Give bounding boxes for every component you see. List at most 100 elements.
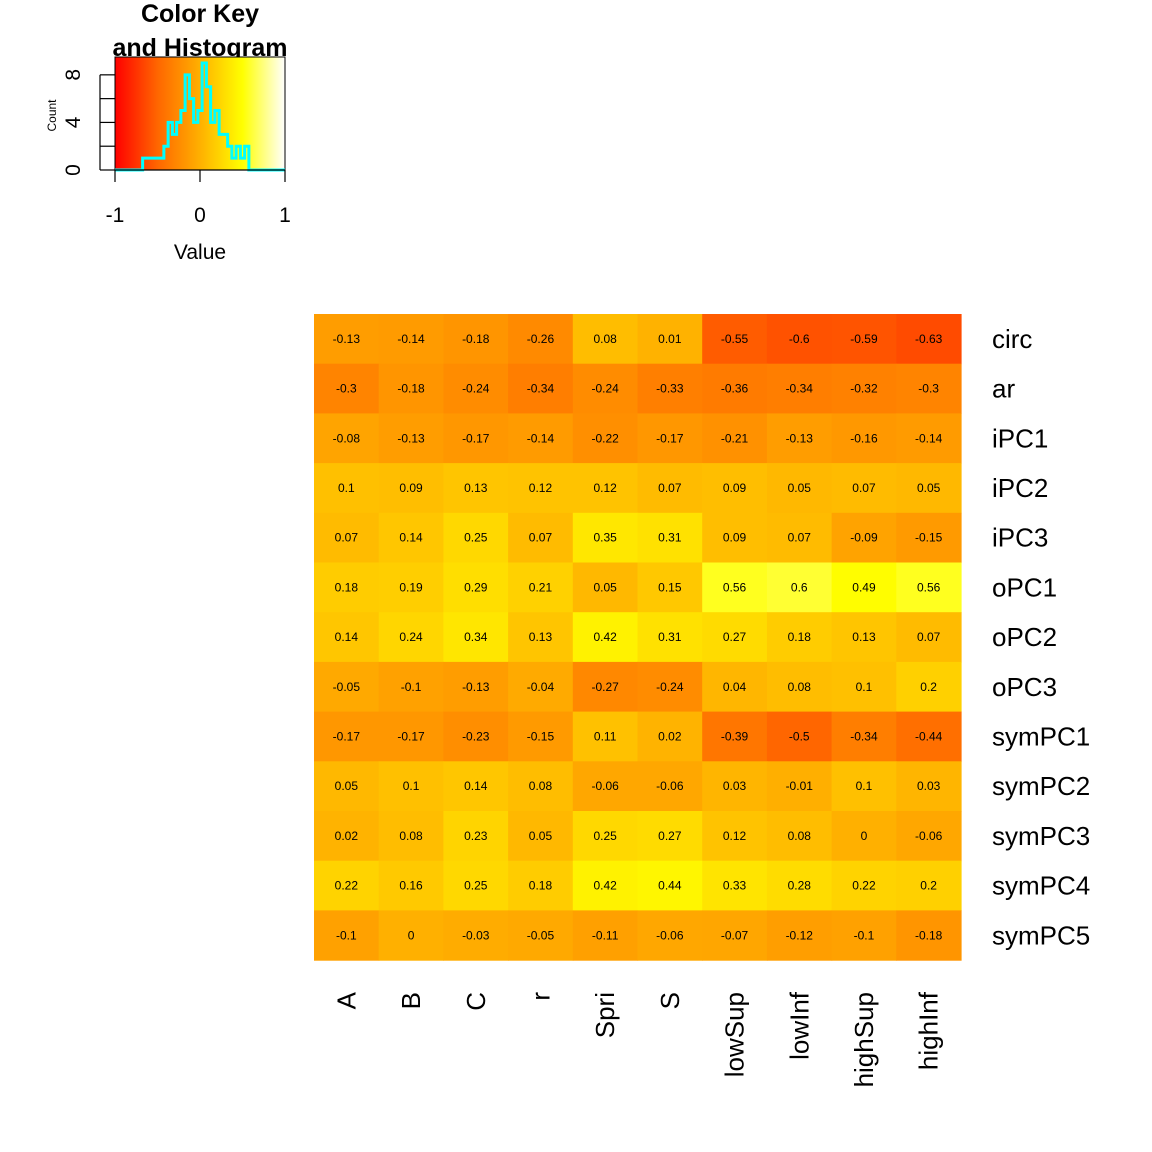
column-label-A: A <box>331 991 361 1009</box>
cell-symPC5-highSup <box>831 910 897 961</box>
cell-oPC2-C <box>443 612 509 663</box>
cell-iPC1-A <box>314 413 380 464</box>
cell-value-label: 0.18 <box>788 630 812 644</box>
cell-oPC2-highInf <box>896 612 962 663</box>
cell-circ-r <box>508 314 574 365</box>
cell-symPC2-S <box>637 761 703 812</box>
cell-value-label: 0.05 <box>529 829 553 843</box>
cell-oPC3-r <box>508 661 574 713</box>
cell-value-label: -0.06 <box>591 779 619 793</box>
cell-iPC1-lowSup <box>702 413 768 464</box>
color-key-x-tick-label: -1 <box>106 204 125 227</box>
cell-oPC3-lowInf <box>766 661 833 713</box>
cell-iPC2-lowInf <box>766 463 833 514</box>
cell-symPC3-Spri <box>572 811 639 862</box>
cell-value-label: -0.55 <box>721 332 749 346</box>
cell-iPC3-lowInf <box>766 512 833 564</box>
row-label-iPC2: iPC2 <box>992 473 1048 503</box>
row-label-oPC3: oPC3 <box>992 672 1057 702</box>
cell-value-label: 0.14 <box>335 630 359 644</box>
color-key-histogram-line <box>115 61 285 172</box>
cell-value-label: 0.05 <box>335 779 359 793</box>
cell-symPC3-B <box>378 811 444 862</box>
row-label-oPC1: oPC1 <box>992 572 1057 602</box>
cell-value-label: -0.27 <box>591 680 619 694</box>
cell-value-label: -0.03 <box>462 928 490 942</box>
cell-value-label: -0.32 <box>850 382 878 396</box>
cell-value-label: 0.03 <box>917 779 941 793</box>
cell-value-label: 0.08 <box>399 829 423 843</box>
cell-value-label: -0.06 <box>915 829 943 843</box>
cell-value-label: -0.34 <box>850 729 878 743</box>
cell-iPC2-B <box>378 463 444 514</box>
cell-value-label: 0.02 <box>335 829 359 843</box>
cell-value-label: -0.06 <box>656 928 684 942</box>
cell-ar-lowInf <box>766 363 833 414</box>
cell-circ-A <box>314 314 380 365</box>
cell-iPC3-highSup <box>831 512 897 564</box>
cell-oPC1-highSup <box>831 562 897 613</box>
cell-symPC5-lowInf <box>766 910 833 961</box>
cell-value-label: -0.08 <box>333 431 361 445</box>
cell-symPC2-lowInf <box>766 761 833 812</box>
row-label-symPC4: symPC4 <box>992 871 1090 901</box>
cell-iPC2-C <box>443 463 509 514</box>
cell-iPC1-highInf <box>896 413 962 464</box>
cell-symPC2-lowSup <box>702 761 768 812</box>
cell-oPC3-highInf <box>896 661 962 713</box>
cell-ar-highInf <box>896 363 962 414</box>
cell-value-label: 0.05 <box>917 481 941 495</box>
cell-iPC3-lowSup <box>702 512 768 564</box>
cell-oPC3-A <box>314 661 380 713</box>
cell-iPC1-C <box>443 413 509 464</box>
cell-symPC1-lowSup <box>702 711 768 762</box>
cell-value-label: 0.15 <box>658 580 682 594</box>
cell-oPC2-Spri <box>572 612 639 663</box>
cell-symPC2-B <box>378 761 444 812</box>
cell-value-label: 0.07 <box>529 531 553 545</box>
cell-value-label: -0.1 <box>336 928 357 942</box>
cell-iPC3-C <box>443 512 509 564</box>
cell-value-label: -0.05 <box>333 680 361 694</box>
cell-iPC2-Spri <box>572 463 639 514</box>
cell-symPC2-Spri <box>572 761 639 812</box>
cell-value-label: -0.17 <box>462 431 490 445</box>
cell-value-label: 0.13 <box>464 481 488 495</box>
cell-value-label: -0.24 <box>462 382 490 396</box>
cell-value-label: 0.29 <box>464 580 488 594</box>
cell-value-label: 0.6 <box>791 580 808 594</box>
cell-symPC5-S <box>637 910 703 961</box>
cell-symPC1-highSup <box>831 711 897 762</box>
cell-value-label: -0.34 <box>786 382 814 396</box>
cell-value-label: -0.63 <box>915 332 943 346</box>
cell-value-label: -0.17 <box>397 729 425 743</box>
cell-ar-C <box>443 363 509 414</box>
cell-oPC2-S <box>637 612 703 663</box>
cell-symPC4-S <box>637 860 703 911</box>
cell-value-label: 0.33 <box>723 879 747 893</box>
cell-symPC3-C <box>443 811 509 862</box>
cell-symPC4-B <box>378 860 444 911</box>
cell-value-label: 0.01 <box>658 332 682 346</box>
cell-symPC1-A <box>314 711 380 762</box>
cell-value-label: 0.16 <box>399 879 423 893</box>
cell-value-label: -0.13 <box>786 431 814 445</box>
cell-value-label: -0.17 <box>333 729 361 743</box>
cell-value-label: 0.27 <box>723 630 747 644</box>
cell-symPC5-lowSup <box>702 910 768 961</box>
cell-value-label: -0.11 <box>592 928 619 942</box>
cell-value-label: -0.33 <box>656 382 684 396</box>
cell-value-label: -0.18 <box>915 928 943 942</box>
column-label-B: B <box>396 992 426 1009</box>
cell-symPC3-r <box>508 811 574 862</box>
heatmap-cells <box>314 314 962 961</box>
cell-value-label: 0.1 <box>403 779 420 793</box>
cell-value-label: 0.25 <box>593 829 617 843</box>
heatmap-cell-values: -0.13 -0.14 -0.18 -0.26 0.08 0.01 -0.55 -0.6 -0.… <box>333 332 943 942</box>
cell-value-label: 0.2 <box>920 879 937 893</box>
cell-value-label: -0.23 <box>462 729 490 743</box>
cell-oPC3-Spri <box>572 661 639 713</box>
cell-circ-lowInf <box>766 314 833 365</box>
cell-iPC2-r <box>508 463 574 514</box>
